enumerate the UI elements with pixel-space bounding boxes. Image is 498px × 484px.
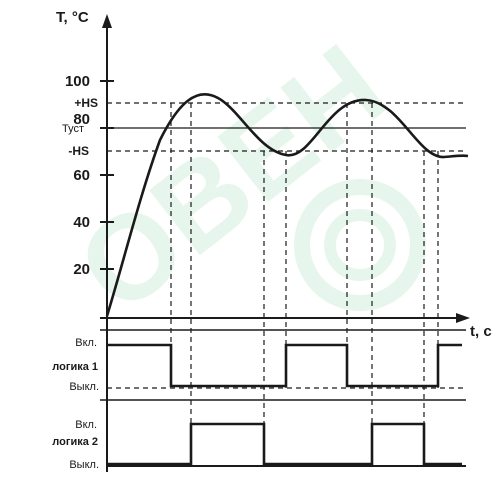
watermark: ОВЕН xyxy=(54,19,426,338)
y-axis-title: T, °C xyxy=(56,9,89,26)
logic1-signal xyxy=(107,343,462,388)
x-axis-arrow xyxy=(456,313,470,323)
logic2-name: логика 2 xyxy=(52,436,98,448)
y-axis-arrow xyxy=(102,14,112,28)
plus-hs-label: +HS xyxy=(74,96,98,110)
y-tick-label: 20 xyxy=(73,261,90,278)
temperature-curve xyxy=(105,93,469,317)
minus-hs-label: -HS xyxy=(68,144,89,158)
y-tick-label: 80 xyxy=(73,111,90,128)
logic2-signal xyxy=(107,422,462,466)
logic2-off-label: Выкл. xyxy=(69,459,99,471)
logic1-on-label: Вкл. xyxy=(75,337,97,349)
t-set-label: Туст xyxy=(62,123,84,135)
switch-lines xyxy=(170,103,439,466)
y-tick-label: 100 xyxy=(65,73,90,90)
logic1-off-label: Выкл. xyxy=(69,381,99,393)
y-tick-label: 60 xyxy=(73,167,90,184)
x-axis-title: t, с xyxy=(470,323,492,340)
logic2-on-label: Вкл. xyxy=(75,419,97,431)
logic1-name: логика 1 xyxy=(52,361,98,373)
watermark-logo xyxy=(294,179,426,311)
y-tick-label: 40 xyxy=(73,214,90,231)
